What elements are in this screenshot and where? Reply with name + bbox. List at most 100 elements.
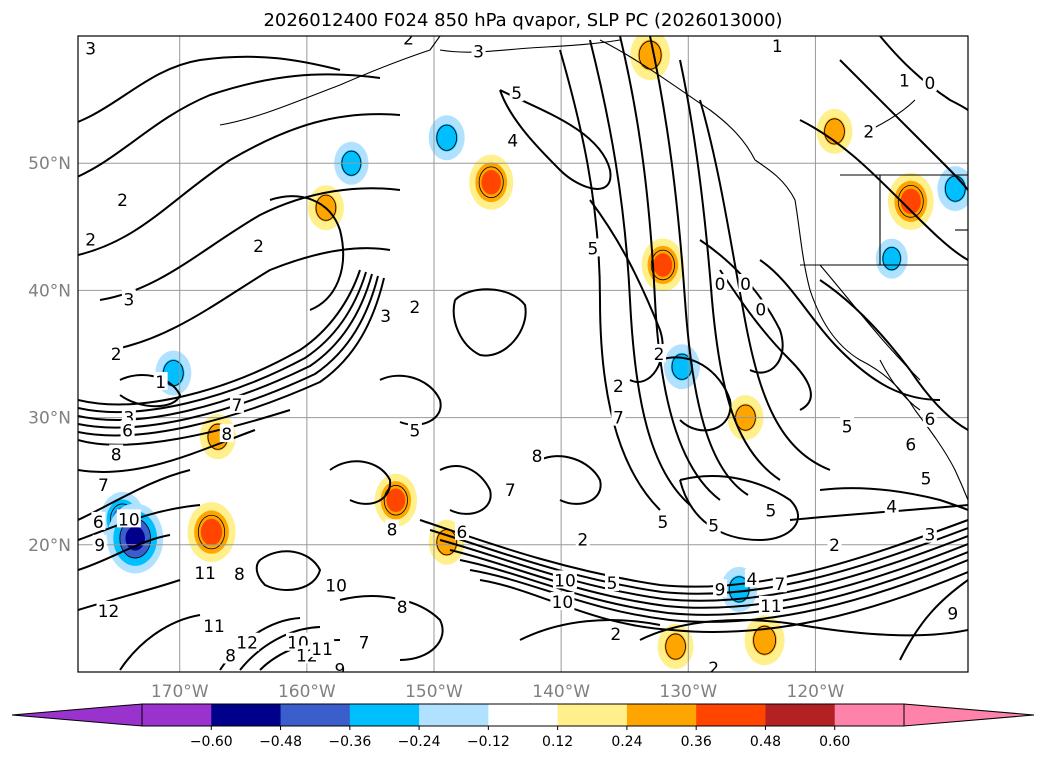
isobar-22 [439,535,968,602]
slp-contours [78,36,968,671]
isobar-2 [78,113,401,256]
colorbar-under-triangle [11,703,143,727]
plot-frame [77,35,969,673]
coastline-0 [219,36,441,126]
isobar-20 [419,519,968,588]
longitude-tick-labels: 170°W 160°W 150°W 140°W 130°W 120°W [151,682,845,702]
isobar-27 [559,49,661,511]
y-tick-label: 40°N [28,281,71,301]
contour-label-bg-41 [407,420,422,439]
contour-label-22: 10 [118,510,140,530]
contour-label-9: 2 [117,191,128,211]
contour-label-36: 8 [387,521,398,541]
coastline-1 [439,39,621,53]
contour-label-bg-11 [251,235,266,254]
contour-label-41: 5 [410,421,421,441]
contour-label-0: 3 [85,40,96,60]
contour-label-bg-35 [395,597,410,616]
contour-label-bg-13 [109,344,124,362]
isobar-37 [589,199,664,383]
contour-label-17: 7 [232,396,243,416]
y-tick-label: 50°N [28,154,71,174]
contour-label-bg-50 [772,574,787,593]
contour-label-57: 3 [924,526,935,546]
contour-label-16: 6 [122,421,133,441]
contour-label-bg-53 [706,515,721,534]
isobar-24 [459,551,968,616]
contour-label-5: 1 [772,37,783,57]
qvapor-anomaly-outline-15 [728,576,750,603]
contour-label-bg-66 [611,407,626,426]
contour-label-bg-45 [550,592,575,611]
contour-label-20: 7 [98,476,109,496]
colorbar [11,703,1035,727]
contour-label-bg-59 [903,434,918,453]
qvapor-anomaly-outline-10 [315,194,337,221]
contour-label-bg-55 [827,534,842,553]
qvapor-anomaly-outline-9 [478,166,504,199]
contour-label-bg-54 [763,500,778,519]
x-tick-label: 150°W [405,682,463,702]
contour-label-58: 5 [921,470,932,490]
contour-label-45: 10 [552,593,574,613]
isobar-23 [449,543,968,609]
contour-label-bg-17 [229,394,244,413]
contour-label-26: 8 [234,565,245,585]
contour-label-bg-7 [922,73,937,92]
qvapor-anomaly-9-level-2 [481,170,501,195]
contour-label-15: 3 [123,409,134,429]
contour-label-bg-44 [552,570,577,589]
contour-label-18: 8 [221,425,232,445]
isobar-41 [759,259,941,401]
contour-label-bg-1 [401,36,416,47]
qvapor-anomaly-20-level-1 [881,246,902,271]
isobar-29 [619,36,721,501]
colorbar-segment-8 [696,704,766,726]
isobar-9 [78,277,385,437]
contour-label-1: 2 [403,30,414,50]
contour-label-7: 0 [924,74,935,94]
isobar-32 [699,99,831,471]
contour-label-bg-14 [153,371,168,390]
isobar-25 [469,559,968,623]
contour-label-bg-21 [91,511,106,530]
contour-label-bg-20 [96,475,111,494]
contour-label-bg-56 [884,496,899,515]
contour-label-bg-0 [83,38,98,57]
contour-label-13: 2 [111,345,122,365]
isobar-51 [539,455,602,505]
contour-label-53: 5 [708,517,719,537]
contour-label-bg-22 [116,509,141,528]
contour-label-bg-51 [758,595,783,614]
isobar-50 [439,465,492,515]
isobar-53 [519,619,661,641]
isobar-34 [452,288,527,357]
contour-label-21: 6 [93,513,104,533]
colorbar-tick-label: 0.36 [681,734,712,750]
contour-label-bg-3 [509,83,524,102]
isobar-56 [329,460,392,505]
qvapor-anomaly-15-level-1 [728,575,751,604]
contour-label-69: 0 [755,300,766,320]
contour-label-34: 10 [325,577,347,597]
contour-label-52: 5 [657,513,668,533]
contour-label-bg-57 [922,524,937,543]
isobar-0 [78,55,341,123]
contour-label-60: 6 [924,410,935,430]
isobar-35 [269,195,345,311]
contour-label-bg-12 [121,289,136,308]
x-tick-label: 130°W [659,682,717,702]
contour-label-8: 2 [863,122,874,142]
coastline-2 [599,39,756,161]
contour-label-bg-6 [897,70,912,89]
isobar-10 [78,409,291,446]
y-tick-label: 20°N [28,536,71,556]
colorbar-segment-3 [349,704,420,726]
isobar-30 [649,36,749,496]
contour-label-40: 2 [410,298,421,318]
qvapor-anomaly-outline-5 [383,485,408,516]
contour-label-66: 7 [613,409,624,429]
contour-label-70: 5 [588,239,599,259]
